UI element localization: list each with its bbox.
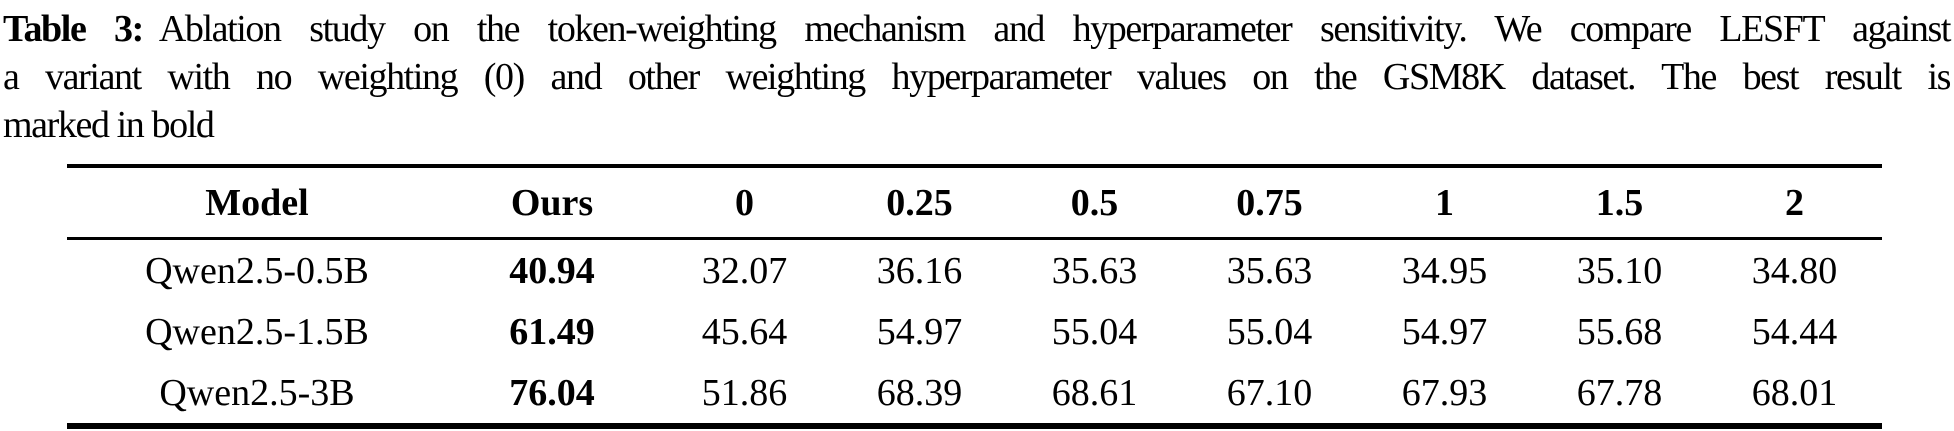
header-row: Model Ours 0 0.25 0.5 0.75 1 1.5 2 — [67, 166, 1882, 239]
value-cell: 54.97 — [1401, 310, 1488, 353]
value-cell: 68.39 — [876, 371, 963, 414]
value-cell: 67.93 — [1401, 371, 1488, 414]
column-header-1-5: 1.5 — [1595, 181, 1644, 224]
value-cell: 55.04 — [1051, 310, 1138, 353]
column-header-model: Model — [205, 181, 309, 224]
value-cell: 45.64 — [701, 310, 788, 353]
value-cell: 35.10 — [1576, 249, 1663, 292]
value-cell: 68.61 — [1051, 371, 1138, 414]
value-cell: 67.10 — [1226, 371, 1313, 414]
column-header-1: 1 — [1435, 181, 1454, 224]
table-row: Qwen2.5-3B 76.04 51.86 68.39 68.61 67.10… — [67, 362, 1882, 426]
ablation-table: Model Ours 0 0.25 0.5 0.75 1 1.5 2 Qwen2… — [67, 164, 1882, 429]
caption-label: Table 3: — [3, 8, 144, 50]
value-cell: 35.63 — [1226, 249, 1313, 292]
model-cell: Qwen2.5-0.5B — [145, 249, 369, 292]
value-cell: 54.97 — [876, 310, 963, 353]
caption-line-2: a variant with no weighting (0) and othe… — [3, 56, 1951, 98]
value-cell: 36.16 — [876, 249, 963, 292]
value-cell: 54.44 — [1751, 310, 1838, 353]
caption-line-1-text: Ablation study on the token-weighting me… — [158, 8, 1952, 50]
value-cell: 34.95 — [1401, 249, 1488, 292]
value-cell: 55.68 — [1576, 310, 1663, 353]
value-cell: 34.80 — [1751, 249, 1838, 292]
table-row: Qwen2.5-1.5B 61.49 45.64 54.97 55.04 55.… — [67, 301, 1882, 362]
caption-line-3: marked in bold — [3, 104, 215, 146]
column-header-ours: Ours — [510, 181, 594, 224]
table-body: Qwen2.5-0.5B 40.94 32.07 36.16 35.63 35.… — [67, 239, 1882, 426]
column-header-2: 2 — [1785, 181, 1804, 224]
value-cell: 32.07 — [701, 249, 788, 292]
model-cell: Qwen2.5-1.5B — [145, 310, 369, 353]
ours-value-cell: 61.49 — [509, 310, 595, 353]
ours-value-cell: 76.04 — [509, 371, 595, 414]
model-cell: Qwen2.5-3B — [159, 371, 355, 414]
caption-line-1: Table 3: Ablation study on the token-weig… — [3, 5, 1952, 53]
column-header-0: 0 — [735, 181, 754, 224]
value-cell: 67.78 — [1576, 371, 1663, 414]
value-cell: 55.04 — [1226, 310, 1313, 353]
ours-value-cell: 40.94 — [509, 249, 595, 292]
table-row: Qwen2.5-0.5B 40.94 32.07 36.16 35.63 35.… — [67, 239, 1882, 302]
value-cell: 35.63 — [1051, 249, 1138, 292]
column-header-0-75: 0.75 — [1236, 181, 1303, 224]
column-header-0-25: 0.25 — [886, 181, 953, 224]
column-header-0-5: 0.5 — [1070, 181, 1119, 224]
value-cell: 68.01 — [1751, 371, 1838, 414]
value-cell: 51.86 — [701, 371, 788, 414]
table-header: Model Ours 0 0.25 0.5 0.75 1 1.5 2 — [67, 166, 1882, 239]
table-caption: Table 3: Ablation study on the token-weig… — [0, 0, 1954, 149]
